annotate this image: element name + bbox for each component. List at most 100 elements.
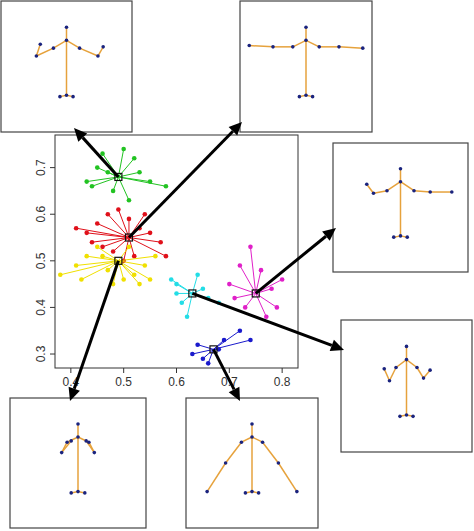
joint bbox=[399, 167, 403, 171]
joint bbox=[60, 451, 64, 455]
bone bbox=[36, 44, 40, 56]
point bbox=[121, 147, 126, 152]
joint bbox=[84, 439, 88, 443]
arrows bbox=[69, 122, 344, 401]
point bbox=[148, 231, 153, 236]
bone bbox=[77, 437, 79, 492]
bone bbox=[53, 40, 66, 48]
y-tick-label: 0.3 bbox=[34, 345, 48, 362]
bone bbox=[305, 40, 307, 95]
joint bbox=[247, 44, 251, 48]
point bbox=[111, 249, 116, 254]
point bbox=[248, 245, 253, 250]
joint bbox=[224, 461, 228, 465]
cluster bbox=[58, 245, 158, 287]
spoke bbox=[118, 210, 129, 238]
spoke bbox=[118, 247, 129, 261]
point bbox=[179, 300, 184, 305]
bone bbox=[86, 441, 94, 453]
inset-frame bbox=[341, 320, 472, 452]
spoke bbox=[92, 238, 129, 243]
inset-frame bbox=[1, 1, 132, 132]
joint bbox=[65, 440, 69, 444]
point bbox=[148, 277, 153, 282]
joint bbox=[405, 358, 409, 362]
joint bbox=[304, 94, 308, 98]
joint bbox=[412, 189, 416, 193]
x-tick-label: 0.6 bbox=[168, 375, 185, 389]
arrow-head bbox=[330, 340, 344, 351]
point bbox=[227, 282, 232, 287]
pose-inset bbox=[186, 398, 318, 528]
point bbox=[201, 286, 206, 291]
x-tick-label: 0.8 bbox=[274, 375, 291, 389]
joint bbox=[93, 451, 97, 455]
x-tick bbox=[282, 368, 283, 373]
joint bbox=[382, 367, 386, 371]
spoke bbox=[177, 284, 193, 293]
bone bbox=[406, 346, 408, 359]
joint bbox=[405, 345, 409, 349]
axes: 0.40.50.60.70.80.30.40.50.60.7 bbox=[34, 159, 291, 389]
bone bbox=[66, 40, 68, 95]
cluster bbox=[227, 245, 284, 320]
joint bbox=[83, 491, 87, 495]
bone bbox=[406, 360, 408, 415]
inset-frame bbox=[240, 1, 372, 132]
joint bbox=[76, 490, 80, 494]
bone bbox=[319, 46, 339, 48]
point bbox=[158, 240, 163, 245]
joint bbox=[399, 234, 403, 238]
joint bbox=[65, 39, 69, 43]
point bbox=[259, 268, 264, 273]
joint bbox=[428, 368, 432, 372]
joint bbox=[76, 422, 80, 426]
bone bbox=[305, 27, 307, 40]
arrow-head bbox=[322, 228, 336, 241]
joint bbox=[71, 95, 75, 99]
joint bbox=[394, 366, 398, 370]
joint bbox=[450, 190, 454, 194]
point bbox=[222, 338, 227, 343]
joint bbox=[388, 379, 392, 383]
point bbox=[195, 273, 200, 278]
spoke bbox=[87, 177, 119, 182]
y-tick bbox=[50, 214, 55, 215]
joint bbox=[250, 422, 254, 426]
point bbox=[95, 165, 100, 170]
spoke bbox=[192, 275, 197, 294]
joint bbox=[240, 440, 244, 444]
point bbox=[174, 291, 179, 296]
pose-inset bbox=[341, 320, 472, 452]
joint bbox=[405, 413, 409, 417]
point bbox=[148, 179, 153, 184]
pose-inset bbox=[240, 1, 372, 132]
arrow bbox=[83, 138, 119, 177]
bone bbox=[306, 40, 319, 47]
inset-frame bbox=[10, 398, 146, 528]
point bbox=[84, 254, 89, 259]
point bbox=[100, 254, 105, 259]
joint bbox=[428, 190, 432, 194]
arrow bbox=[192, 293, 331, 345]
cluster bbox=[74, 207, 168, 263]
joint bbox=[257, 491, 261, 495]
point bbox=[95, 221, 100, 226]
bone bbox=[251, 437, 253, 492]
joint bbox=[365, 182, 369, 186]
x-tick bbox=[70, 368, 71, 373]
spoke bbox=[118, 149, 123, 177]
point bbox=[232, 296, 237, 301]
spoke bbox=[129, 238, 166, 257]
bone bbox=[417, 368, 424, 379]
point bbox=[280, 277, 285, 282]
point bbox=[79, 277, 84, 282]
spoke bbox=[177, 293, 193, 294]
joint bbox=[422, 376, 426, 380]
x-tick bbox=[176, 368, 177, 373]
pose-inset bbox=[10, 398, 146, 528]
point bbox=[74, 263, 79, 268]
bone bbox=[207, 463, 225, 492]
point bbox=[143, 212, 148, 217]
point bbox=[132, 254, 137, 259]
